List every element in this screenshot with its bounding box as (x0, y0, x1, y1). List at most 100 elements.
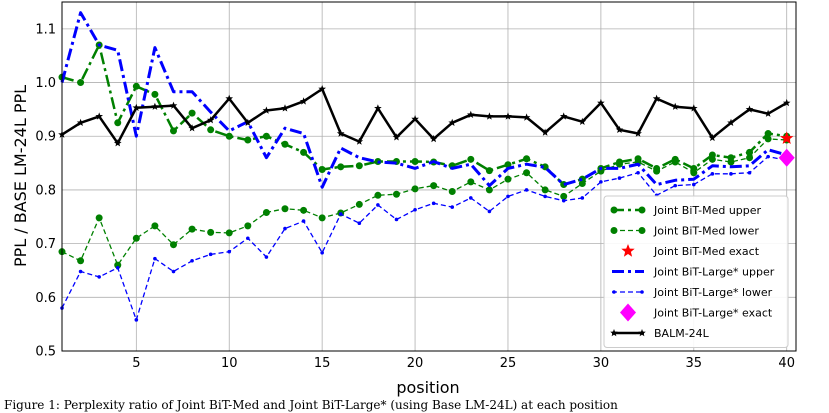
data-point (357, 221, 362, 226)
data-point (169, 101, 178, 109)
data-point (132, 234, 140, 242)
data-point (262, 208, 270, 216)
series-line (61, 155, 787, 321)
data-point (597, 167, 605, 175)
legend-entry: Joint BiT-Large* lower (612, 286, 773, 299)
data-point (227, 249, 232, 254)
data-point (281, 104, 289, 112)
legend: Joint BiT-Med upper Joint BiT-Med lower Jo… (603, 195, 789, 348)
data-point (207, 126, 215, 134)
data-point (431, 201, 436, 206)
data-point (541, 186, 549, 194)
y-tick-label: 0.9 (35, 130, 56, 145)
data-point (374, 104, 382, 112)
data-point (190, 258, 194, 263)
data-point (151, 90, 159, 98)
data-point (559, 112, 568, 120)
data-point (77, 257, 85, 265)
data-point (615, 125, 624, 133)
data-point (355, 137, 364, 145)
plot-frame (61, 1, 797, 352)
data-point (114, 119, 122, 127)
data-point (671, 158, 679, 166)
data-point (617, 176, 622, 180)
data-point (766, 154, 770, 159)
data-point (355, 200, 363, 208)
x-tick-label: 10 (221, 356, 238, 371)
data-point (690, 104, 698, 112)
legend-label: Joint BiT-Med upper (653, 204, 762, 217)
data-point (578, 117, 587, 125)
data-point (244, 118, 252, 126)
legend-box (603, 195, 789, 348)
data-point (747, 170, 752, 175)
data-point (504, 112, 512, 120)
data-point (338, 212, 343, 216)
series-5 (778, 148, 795, 167)
legend-entry: Joint BiT-Med lower (610, 225, 759, 238)
x-tick-label: 5 (132, 356, 140, 371)
data-point (429, 134, 438, 143)
data-point (244, 136, 252, 144)
data-point (376, 203, 380, 207)
data-point (746, 154, 754, 162)
data-point (653, 167, 661, 175)
data-point (782, 98, 791, 107)
y-tick-label: 1.0 (35, 76, 56, 91)
data-point (78, 269, 83, 274)
series-2 (780, 131, 794, 144)
data-point (225, 132, 233, 140)
data-point (95, 214, 103, 222)
y-axis-label: PPL / BASE LM-24L PPL (11, 85, 30, 267)
data-point (188, 225, 196, 233)
data-point (132, 103, 141, 111)
data-point (77, 79, 85, 87)
data-point (188, 124, 196, 132)
data-point (206, 116, 215, 124)
data-point (485, 186, 493, 194)
data-point (448, 118, 456, 126)
series-4 (60, 154, 789, 322)
data-point (450, 205, 455, 209)
data-point (374, 191, 382, 199)
line-chart: 5 10 15 20 25 30 35 40 0.5 0.6 0.7 0.8 0.9 1.0 1.1 pos… (11, 1, 797, 397)
data-point (115, 265, 120, 270)
x-axis-label: position (396, 378, 459, 397)
data-point (615, 160, 623, 168)
data-point (778, 148, 795, 167)
figure-caption: Figure 1: Perplexity ratio of Joint BiT-… (4, 398, 618, 412)
legend-marker (610, 329, 618, 337)
data-point (671, 102, 679, 110)
data-point (318, 85, 326, 93)
legend-entry: Joint BiT-Large* exact (620, 303, 773, 322)
data-point (523, 155, 531, 163)
legend-label: BALM-24L (654, 327, 710, 340)
legend-label: Joint BiT-Large* lower (653, 286, 773, 299)
data-point (780, 131, 794, 144)
data-point (300, 148, 308, 156)
data-point (764, 130, 772, 138)
data-point (188, 109, 196, 117)
data-point (467, 110, 475, 118)
series-0 (58, 41, 791, 189)
data-point (708, 133, 717, 142)
legend-label: Joint BiT-Med exact (653, 245, 760, 258)
data-point (301, 219, 306, 223)
data-point (318, 214, 326, 222)
data-point (97, 275, 101, 279)
data-point (710, 172, 715, 176)
legend-label: Joint BiT-Med lower (653, 225, 759, 238)
data-point (469, 196, 473, 200)
data-point (636, 170, 640, 175)
legend-marker (610, 206, 618, 214)
y-tick-label: 0.7 (35, 237, 56, 252)
legend-label: Joint BiT-Large* exact (653, 307, 773, 320)
data-point (485, 112, 494, 120)
data-point (413, 207, 417, 212)
data-point (225, 229, 233, 237)
y-tick-label: 1.1 (35, 22, 56, 37)
x-tick-label: 40 (778, 356, 795, 371)
data-point (764, 109, 772, 117)
legend-marker (638, 227, 646, 234)
data-point (262, 132, 270, 140)
